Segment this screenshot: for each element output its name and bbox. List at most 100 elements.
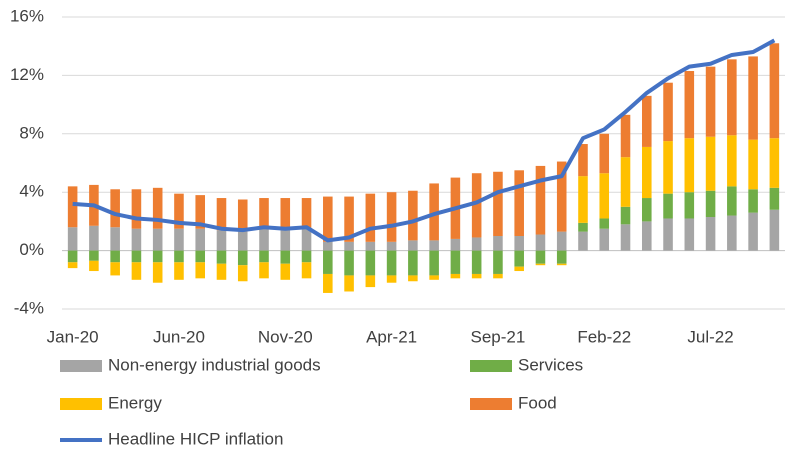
bar-segment	[705, 136, 716, 191]
bar-segment	[471, 237, 482, 251]
bar-segment	[493, 171, 503, 236]
y-tick-label: 8%	[19, 123, 44, 142]
legend-label: Food	[518, 393, 557, 412]
bar-segment	[535, 250, 546, 264]
bar-segment	[748, 212, 758, 251]
bar-segment	[174, 250, 184, 263]
bar-segment	[620, 114, 631, 158]
bar-segment	[174, 262, 184, 280]
x-tick-label: Nov-20	[258, 327, 313, 346]
bar-segment	[280, 263, 291, 280]
bar-segment	[684, 192, 695, 219]
bar-segment	[195, 228, 206, 251]
bar-segment	[408, 240, 418, 251]
bar-segment	[641, 146, 652, 199]
bar-segment	[429, 183, 439, 241]
legend-swatch	[60, 398, 102, 410]
bar-segment	[152, 250, 163, 263]
bar-segment	[216, 250, 227, 264]
bar-segment	[237, 199, 248, 232]
bar-segment	[386, 275, 397, 283]
x-tick-label: Jul-22	[687, 327, 733, 346]
bar-segment	[280, 228, 291, 251]
bar-segment	[620, 224, 631, 251]
bar-segment	[556, 263, 567, 266]
bar-segment	[89, 260, 99, 272]
bar-segment	[599, 218, 610, 229]
bar-segment	[641, 198, 652, 222]
bar-segment	[408, 275, 418, 282]
bar-segment	[152, 262, 163, 283]
bar-segment	[259, 198, 269, 229]
y-tick-label: -4%	[14, 298, 44, 317]
bar-segment	[748, 139, 758, 190]
bar-segment	[514, 250, 524, 267]
bar-segment	[131, 250, 142, 263]
bar-segment	[705, 190, 716, 218]
bar-segment	[174, 228, 184, 251]
bar-segment	[110, 227, 120, 251]
bar-segment	[450, 238, 461, 251]
x-tick-label: Feb-22	[577, 327, 631, 346]
bar-segment	[663, 82, 673, 142]
bar-segment	[705, 66, 716, 137]
bar-segment	[514, 266, 524, 272]
x-tick-label: Jun-20	[153, 327, 205, 346]
bar-segment	[408, 190, 418, 241]
bar-segment	[67, 250, 78, 263]
bar-segment	[641, 95, 652, 147]
bar-segment	[535, 234, 546, 251]
bar-segment	[450, 273, 461, 279]
bar-segment	[408, 250, 418, 276]
x-tick-label: Apr-21	[366, 327, 417, 346]
bar-segment	[365, 275, 376, 288]
bar-segment	[578, 144, 588, 177]
bar-segment	[386, 241, 397, 251]
y-tick-label: 0%	[19, 240, 44, 259]
bar-segment	[301, 198, 312, 229]
bar-segment	[323, 250, 333, 274]
bar-segment	[344, 196, 354, 242]
line	[72, 38, 776, 243]
legend-label: Headline HICP inflation	[108, 429, 283, 448]
bar-segment	[152, 228, 163, 251]
bar-segment	[67, 262, 78, 269]
bar-segment	[748, 189, 758, 213]
bar-segment	[599, 133, 610, 174]
bar-segment	[386, 192, 397, 242]
bar-segment	[429, 250, 439, 276]
bar-segment	[578, 222, 588, 232]
bar-segment	[493, 236, 503, 251]
bar-segment	[556, 231, 567, 251]
bar-segment	[110, 189, 120, 228]
bar-segment	[344, 275, 354, 292]
bar-segment	[727, 215, 737, 251]
y-tick-label: 16%	[10, 6, 44, 25]
bar-segment	[514, 236, 524, 251]
bar-segment	[216, 198, 227, 231]
bar-segment	[471, 173, 482, 238]
bar-segment	[365, 193, 376, 242]
bar-segment	[684, 218, 695, 251]
bar-segment	[429, 240, 439, 251]
y-tick-label: 4%	[19, 182, 44, 201]
bar-segment	[259, 262, 269, 279]
bar-segment	[195, 195, 206, 229]
bar-segment	[216, 263, 227, 280]
bar-segment	[323, 273, 333, 293]
bar-segment	[535, 263, 546, 266]
bar-segment	[237, 250, 248, 266]
bar-segment	[769, 209, 780, 251]
bar-segment	[727, 59, 737, 136]
bar-segment	[259, 250, 269, 263]
bar-segment	[195, 262, 206, 279]
bar-segment	[280, 198, 291, 229]
bar-segment	[620, 206, 631, 225]
legend-swatch	[470, 398, 512, 410]
bar-segment	[663, 193, 673, 219]
bar-segment	[152, 187, 163, 229]
bar-segment	[386, 250, 397, 276]
bar-segment	[705, 217, 716, 251]
bar-segment	[67, 227, 78, 251]
legend-label: Energy	[108, 393, 162, 412]
